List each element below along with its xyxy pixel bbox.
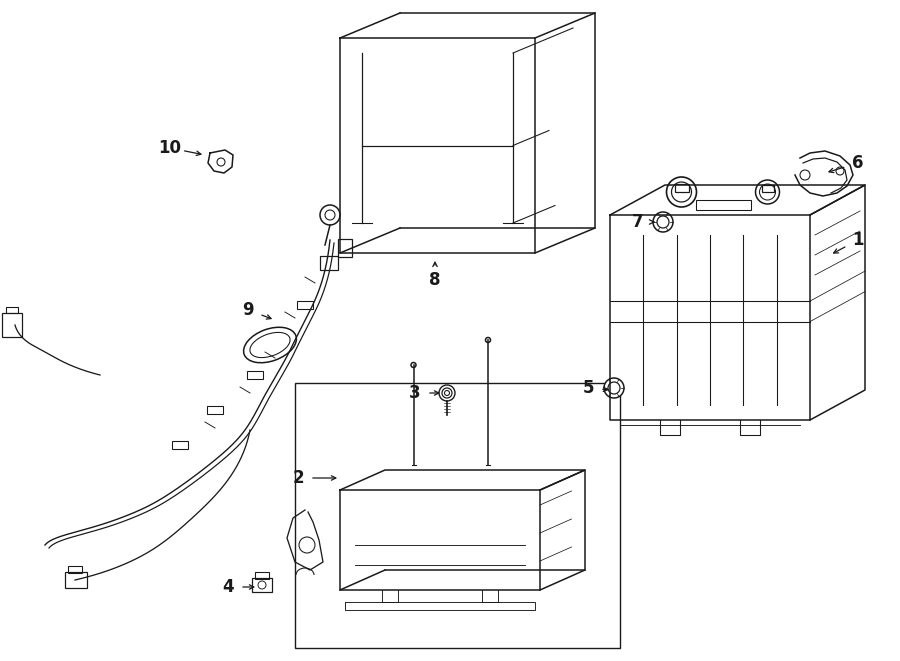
Circle shape xyxy=(653,212,673,232)
Text: 6: 6 xyxy=(852,154,864,172)
Bar xyxy=(172,441,188,449)
Bar xyxy=(696,200,751,210)
Text: 8: 8 xyxy=(429,271,441,289)
Text: 9: 9 xyxy=(242,301,254,319)
Circle shape xyxy=(755,180,779,204)
Bar xyxy=(295,383,620,648)
Text: 2: 2 xyxy=(292,469,304,487)
Text: 10: 10 xyxy=(158,139,182,157)
Bar xyxy=(65,572,87,588)
Text: 4: 4 xyxy=(222,578,234,596)
Text: 1: 1 xyxy=(852,231,864,249)
Circle shape xyxy=(439,385,455,401)
Text: 3: 3 xyxy=(410,384,421,402)
Bar xyxy=(252,578,272,592)
Bar xyxy=(2,313,22,337)
Bar xyxy=(247,371,263,379)
Ellipse shape xyxy=(244,327,296,363)
Bar xyxy=(320,256,338,270)
Bar xyxy=(68,566,82,573)
Bar xyxy=(6,307,18,313)
Bar xyxy=(674,184,688,192)
Bar xyxy=(272,336,288,344)
Bar xyxy=(338,239,352,257)
Bar xyxy=(761,185,773,192)
Bar xyxy=(297,301,313,309)
Text: 7: 7 xyxy=(632,213,644,231)
Circle shape xyxy=(604,378,624,398)
Bar xyxy=(207,406,223,414)
Circle shape xyxy=(667,177,697,207)
Bar xyxy=(255,572,269,579)
Text: 5: 5 xyxy=(582,379,594,397)
